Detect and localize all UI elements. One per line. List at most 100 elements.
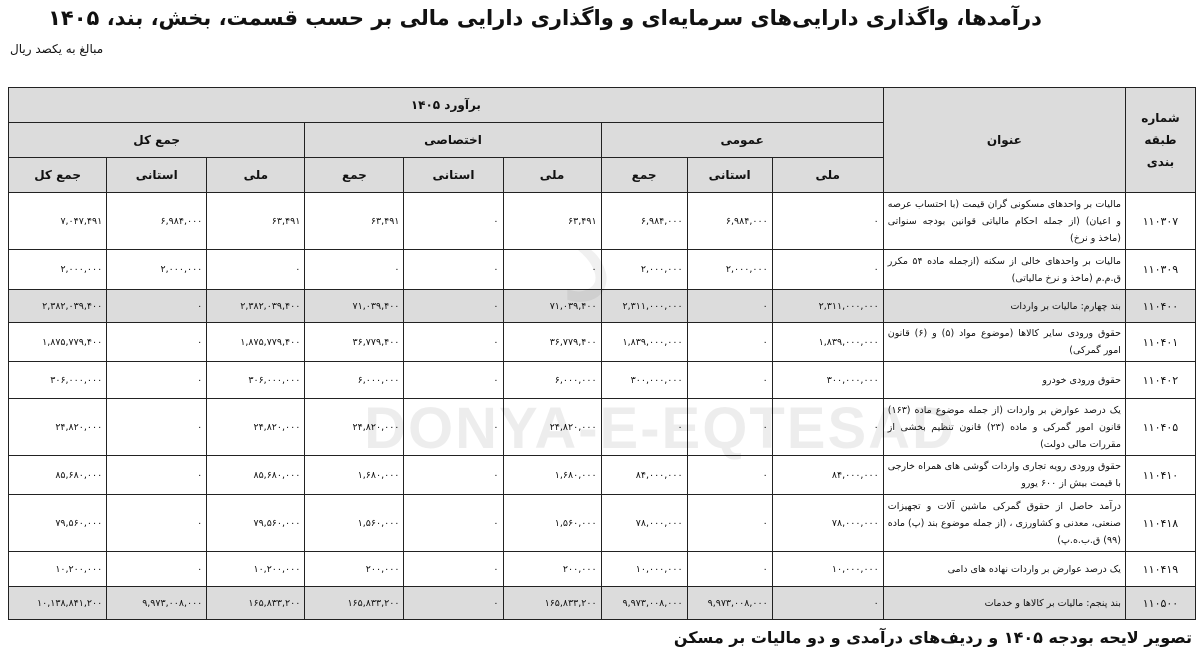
row-value: ۷,۰۴۷,۴۹۱ — [7, 192, 108, 250]
row-value: ۲,۰۰۰,۰۰۰ — [686, 249, 773, 290]
row-value: ۰ — [403, 455, 504, 495]
header-sub: ملی — [206, 157, 306, 193]
row-value: ۰ — [403, 249, 504, 290]
row-title: حقوق ورودی خودرو — [882, 361, 1126, 399]
row-code: ۱۱۰۴۱۰ — [1124, 455, 1197, 495]
row-value: ۱۰,۱۳۸,۸۴۱,۲۰۰ — [7, 586, 108, 620]
row-value: ۰ — [304, 249, 405, 290]
row-value: ۰ — [403, 398, 504, 456]
row-value: ۰ — [403, 551, 504, 587]
row-value: ۰ — [686, 455, 773, 495]
header-estimate: برآورد ۱۴۰۵ — [8, 87, 884, 123]
row-value: ۸۴,۰۰۰,۰۰۰ — [771, 455, 884, 495]
row-value: ۱۰,۰۰۰,۰۰۰ — [600, 551, 688, 587]
header-sub: جمع کل — [7, 157, 108, 193]
row-value: ۰ — [403, 289, 504, 323]
table-row: ۱۱۰۴۱۹ یک درصد عوارض بر واردات نهاده های … — [7, 551, 1197, 587]
row-value: ۷۹,۵۶۰,۰۰۰ — [7, 494, 108, 552]
row-value: ۲۴,۸۲۰,۰۰۰ — [304, 398, 405, 456]
row-title: مالیات بر واحدهای خالی از سکنه (ازجمله م… — [882, 249, 1126, 290]
row-code: ۱۱۰۴۰۱ — [1124, 322, 1197, 362]
row-value: ۷۸,۰۰۰,۰۰۰ — [600, 494, 688, 552]
page-title: درآمدها، واگذاری دارایی‌های سرمایه‌ای و … — [48, 6, 1042, 30]
unit-note: مبالغ به یکصد ریال — [10, 42, 104, 56]
row-value: ۰ — [106, 494, 208, 552]
row-title: مالیات بر واحدهای مسکونی گران قیمت (با ا… — [882, 192, 1126, 250]
row-value: ۹,۹۷۳,۰۰۸,۰۰۰ — [600, 586, 688, 620]
row-value: ۶۳,۴۹۱ — [304, 192, 405, 250]
row-title: یک درصد عوارض بر واردات (از جمله موضوع م… — [882, 398, 1126, 456]
row-value: ۰ — [106, 551, 208, 587]
row-value: ۰ — [403, 322, 504, 362]
row-value: ۳۶,۷۷۹,۴۰۰ — [304, 322, 405, 362]
table-row: ۱۱۰۴۰۱ حقوق ورودی سایر کالاها (موضوع مواد… — [7, 322, 1197, 362]
row-value: ۰ — [686, 494, 773, 552]
row-value: ۱,۸۷۵,۷۷۹,۴۰۰ — [7, 322, 108, 362]
table-row: ۱۱۰۵۰۰ بند پنجم: مالیات بر کالاها و خدمات… — [7, 586, 1197, 620]
row-value: ۲,۰۰۰,۰۰۰ — [106, 249, 208, 290]
row-value: ۷۱,۰۳۹,۴۰۰ — [502, 289, 602, 323]
row-title: حقوق ورودی سایر کالاها (موضوع مواد (۵) و… — [882, 322, 1126, 362]
header-sub: استانی — [106, 157, 208, 193]
row-code: ۱۱۰۴۰۵ — [1124, 398, 1197, 456]
row-value: ۲۰۰,۰۰۰ — [304, 551, 405, 587]
row-value: ۲۰۰,۰۰۰ — [502, 551, 602, 587]
row-value: ۹,۹۷۳,۰۰۸,۰۰۰ — [106, 586, 208, 620]
row-value: ۳۰۶,۰۰۰,۰۰۰ — [7, 361, 108, 399]
row-code: ۱۱۰۵۰۰ — [1124, 586, 1197, 620]
row-value: ۱,۵۶۰,۰۰۰ — [304, 494, 405, 552]
header-group-public: عمومی — [600, 122, 884, 158]
row-value: ۰ — [206, 249, 306, 290]
row-value: ۱۶۵,۸۳۳,۲۰۰ — [304, 586, 405, 620]
header-group-total: جمع کل — [7, 122, 306, 158]
row-value: ۰ — [771, 398, 884, 456]
row-value: ۰ — [106, 398, 208, 456]
table-row: ۱۱۰۳۰۷ مالیات بر واحدهای مسکونی گران قیمت… — [7, 192, 1197, 250]
row-value: ۲,۳۱۱,۰۰۰,۰۰۰ — [771, 289, 884, 323]
row-value: ۲,۳۸۲,۰۳۹,۴۰۰ — [7, 289, 108, 323]
row-value: ۹,۹۷۳,۰۰۸,۰۰۰ — [686, 586, 773, 620]
row-value: ۲,۳۸۲,۰۳۹,۴۰۰ — [206, 289, 306, 323]
row-value: ۰ — [600, 398, 688, 456]
row-code: ۱۱۰۴۰۰ — [1124, 289, 1197, 323]
header-sub: جمع — [600, 157, 688, 193]
table-row: ۱۱۰۴۰۰ بند چهارم: مالیات بر واردات ۲,۳۱۱,۰… — [7, 289, 1197, 323]
table-row: ۱۱۰۴۱۸ درآمد حاصل از حقوق گمرکی ماشین آلا… — [7, 494, 1197, 552]
row-value: ۱,۸۳۹,۰۰۰,۰۰۰ — [600, 322, 688, 362]
row-value: ۱۰,۲۰۰,۰۰۰ — [7, 551, 108, 587]
row-value: ۰ — [403, 361, 504, 399]
row-value: ۶,۰۰۰,۰۰۰ — [502, 361, 602, 399]
row-value: ۰ — [771, 192, 884, 250]
row-value: ۱,۸۷۵,۷۷۹,۴۰۰ — [206, 322, 306, 362]
row-code: ۱۱۰۴۱۸ — [1124, 494, 1197, 552]
header-sub: استانی — [403, 157, 504, 193]
row-value: ۰ — [502, 249, 602, 290]
row-title: بند پنجم: مالیات بر کالاها و خدمات — [882, 586, 1126, 620]
row-code: ۱۱۰۴۰۲ — [1124, 361, 1197, 399]
row-value: ۶,۰۰۰,۰۰۰ — [304, 361, 405, 399]
row-value: ۸۵,۶۸۰,۰۰۰ — [7, 455, 108, 495]
row-value: ۱۶۵,۸۳۳,۲۰۰ — [502, 586, 602, 620]
row-value: ۰ — [403, 494, 504, 552]
row-value: ۸۴,۰۰۰,۰۰۰ — [600, 455, 688, 495]
row-value: ۰ — [106, 361, 208, 399]
row-value: ۰ — [686, 398, 773, 456]
table-row: ۱۱۰۴۱۰ حقوق ورودی رویه تجاری واردات گوشی … — [7, 455, 1197, 495]
row-value: ۷۸,۰۰۰,۰۰۰ — [771, 494, 884, 552]
row-value: ۶۳,۴۹۱ — [206, 192, 306, 250]
row-code: ۱۱۰۴۱۹ — [1124, 551, 1197, 587]
row-title: یک درصد عوارض بر واردات نهاده های دامی — [882, 551, 1126, 587]
row-code: ۱۱۰۳۰۷ — [1124, 192, 1197, 250]
row-value: ۱۶۵,۸۳۳,۲۰۰ — [206, 586, 306, 620]
row-value: ۰ — [771, 249, 884, 290]
row-value: ۳۰۶,۰۰۰,۰۰۰ — [206, 361, 306, 399]
caption: تصویر لایحه بودجه ۱۴۰۵ و ردیف‌های درآمدی… — [673, 628, 1192, 647]
row-title: حقوق ورودی رویه تجاری واردات گوشی های هم… — [882, 455, 1126, 495]
header-sub: ملی — [771, 157, 884, 193]
row-value: ۲,۰۰۰,۰۰۰ — [600, 249, 688, 290]
row-value: ۱,۵۶۰,۰۰۰ — [502, 494, 602, 552]
row-value: ۷۱,۰۳۹,۴۰۰ — [304, 289, 405, 323]
budget-table: شماره طبقه بندی عنوان برآورد ۱۴۰۵ عمومی … — [7, 87, 1197, 620]
row-value: ۶۳,۴۹۱ — [502, 192, 602, 250]
row-value: ۰ — [403, 192, 504, 250]
